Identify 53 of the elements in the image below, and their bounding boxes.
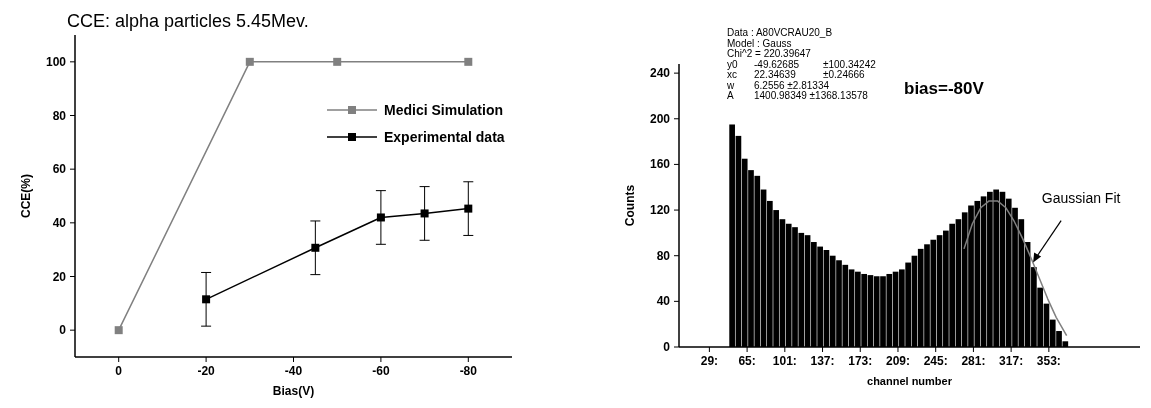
x-tick-label: -40	[284, 364, 303, 378]
y-axis-title: CCE(%)	[19, 174, 33, 218]
point	[420, 209, 429, 218]
x-tick-label: 101:	[772, 354, 797, 368]
x-tick-label: -60	[372, 364, 390, 378]
legend-label: Experimental data	[384, 129, 505, 145]
text: y0 -49.62685 ±100.34242	[727, 58, 876, 70]
text: w 6.2556 ±2.81334	[727, 79, 829, 91]
text: Data : A80VCRAU20_B	[727, 27, 833, 38]
y-tick-label: 120	[649, 203, 671, 218]
text: A 1400.98349 ±1368.13578	[727, 90, 868, 101]
y-axis-title: Counts	[623, 184, 637, 227]
x-tick-label: 137:	[810, 354, 835, 368]
point	[114, 326, 123, 335]
x-tick-label: 209:	[885, 354, 910, 368]
x-tick-label: 173:	[848, 354, 873, 368]
annotation: Gaussian Fit	[1041, 189, 1121, 206]
y-tick-label: 80	[656, 248, 671, 263]
y-tick-label: 0	[663, 340, 671, 354]
y-tick-label: 20	[52, 269, 67, 284]
point	[464, 57, 473, 66]
y-tick-label: 240	[649, 66, 671, 81]
y-tick-label: 100	[45, 54, 67, 69]
x-tick-label: 0	[115, 364, 123, 378]
y-tick-label: 0	[59, 323, 67, 338]
legend-label: Medici Simulation	[384, 102, 504, 118]
point	[464, 204, 473, 213]
x-tick-label: -20	[197, 364, 216, 378]
chart-title: CCE: alpha particles 5.45Mev.	[67, 11, 309, 31]
text: bias=-80V	[904, 79, 985, 98]
point	[245, 57, 254, 66]
x-tick-label: 29:	[700, 354, 719, 368]
point	[376, 213, 385, 222]
x-tick-label: 245:	[923, 354, 948, 368]
y-tick-label: 200	[649, 111, 671, 126]
x-tick-label: 281:	[961, 354, 986, 368]
y-tick-label: 160	[649, 157, 671, 172]
text: Chi^2 = 220.39647	[727, 48, 812, 59]
x-axis-title: Bias(V)	[272, 384, 315, 398]
point	[333, 57, 342, 66]
x-tick-label: 65:	[738, 354, 756, 368]
point	[311, 243, 320, 252]
y-tick-label: 40	[52, 215, 67, 230]
point	[202, 295, 211, 304]
x-axis-title: channel number	[867, 375, 953, 387]
y-tick-label: 40	[656, 294, 671, 309]
x-tick-label: 317:	[999, 354, 1024, 368]
x-tick-label: -80	[459, 364, 478, 378]
y-tick-label: 60	[52, 162, 67, 177]
y-tick-label: 80	[52, 108, 67, 123]
text: Model : Gauss	[727, 37, 792, 49]
x-tick-label: 353:	[1036, 354, 1061, 368]
text: xc 22.34639 ±0.24666	[727, 69, 865, 80]
